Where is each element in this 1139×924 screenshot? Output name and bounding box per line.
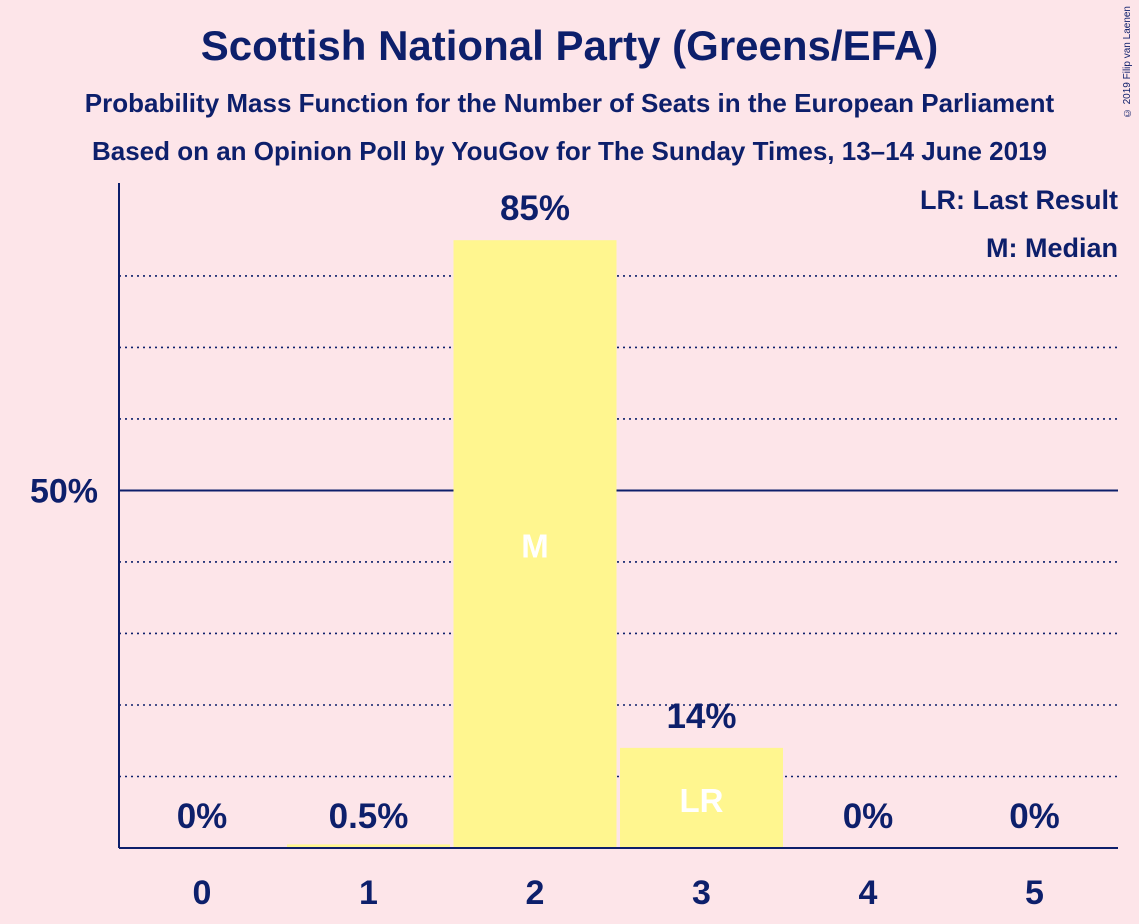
x-tick-label: 0	[193, 874, 212, 912]
chart-source: Based on an Opinion Poll by YouGov for T…	[91, 136, 1048, 166]
x-tick-label: 4	[859, 874, 878, 912]
x-tick-label: 2	[526, 874, 545, 912]
bar-value-label: 85%	[500, 189, 570, 228]
bar-value-label: 0%	[843, 797, 894, 836]
last-result-marker: LR	[680, 782, 724, 819]
legend-last-result: LR: Last Result	[920, 185, 1118, 215]
median-marker: M	[521, 527, 549, 564]
bar-value-label: 14%	[666, 697, 736, 736]
legend-median: M: Median	[986, 233, 1118, 263]
chart-subtitle: Probability Mass Function for the Number…	[84, 88, 1055, 118]
bar-value-label: 0.5%	[329, 797, 409, 836]
bar-value-label: 0%	[177, 797, 228, 836]
value-labels: 0% 0 0.5% 1 85% M 2 14% LR 3 0% 4 0% 5	[177, 189, 1060, 912]
x-tick-label: 3	[692, 874, 711, 912]
bar	[620, 747, 783, 848]
chart-title: Scottish National Party (Greens/EFA)	[200, 22, 939, 69]
bar-value-label: 0%	[1009, 797, 1060, 836]
x-tick-label: 1	[359, 874, 378, 912]
gridlines	[119, 275, 1118, 778]
bar	[287, 844, 450, 848]
x-tick-label: 5	[1025, 874, 1044, 912]
y-tick-label: 50%	[30, 472, 98, 510]
bars	[287, 240, 783, 849]
axes: 50%	[30, 183, 1118, 849]
bar	[453, 240, 617, 849]
